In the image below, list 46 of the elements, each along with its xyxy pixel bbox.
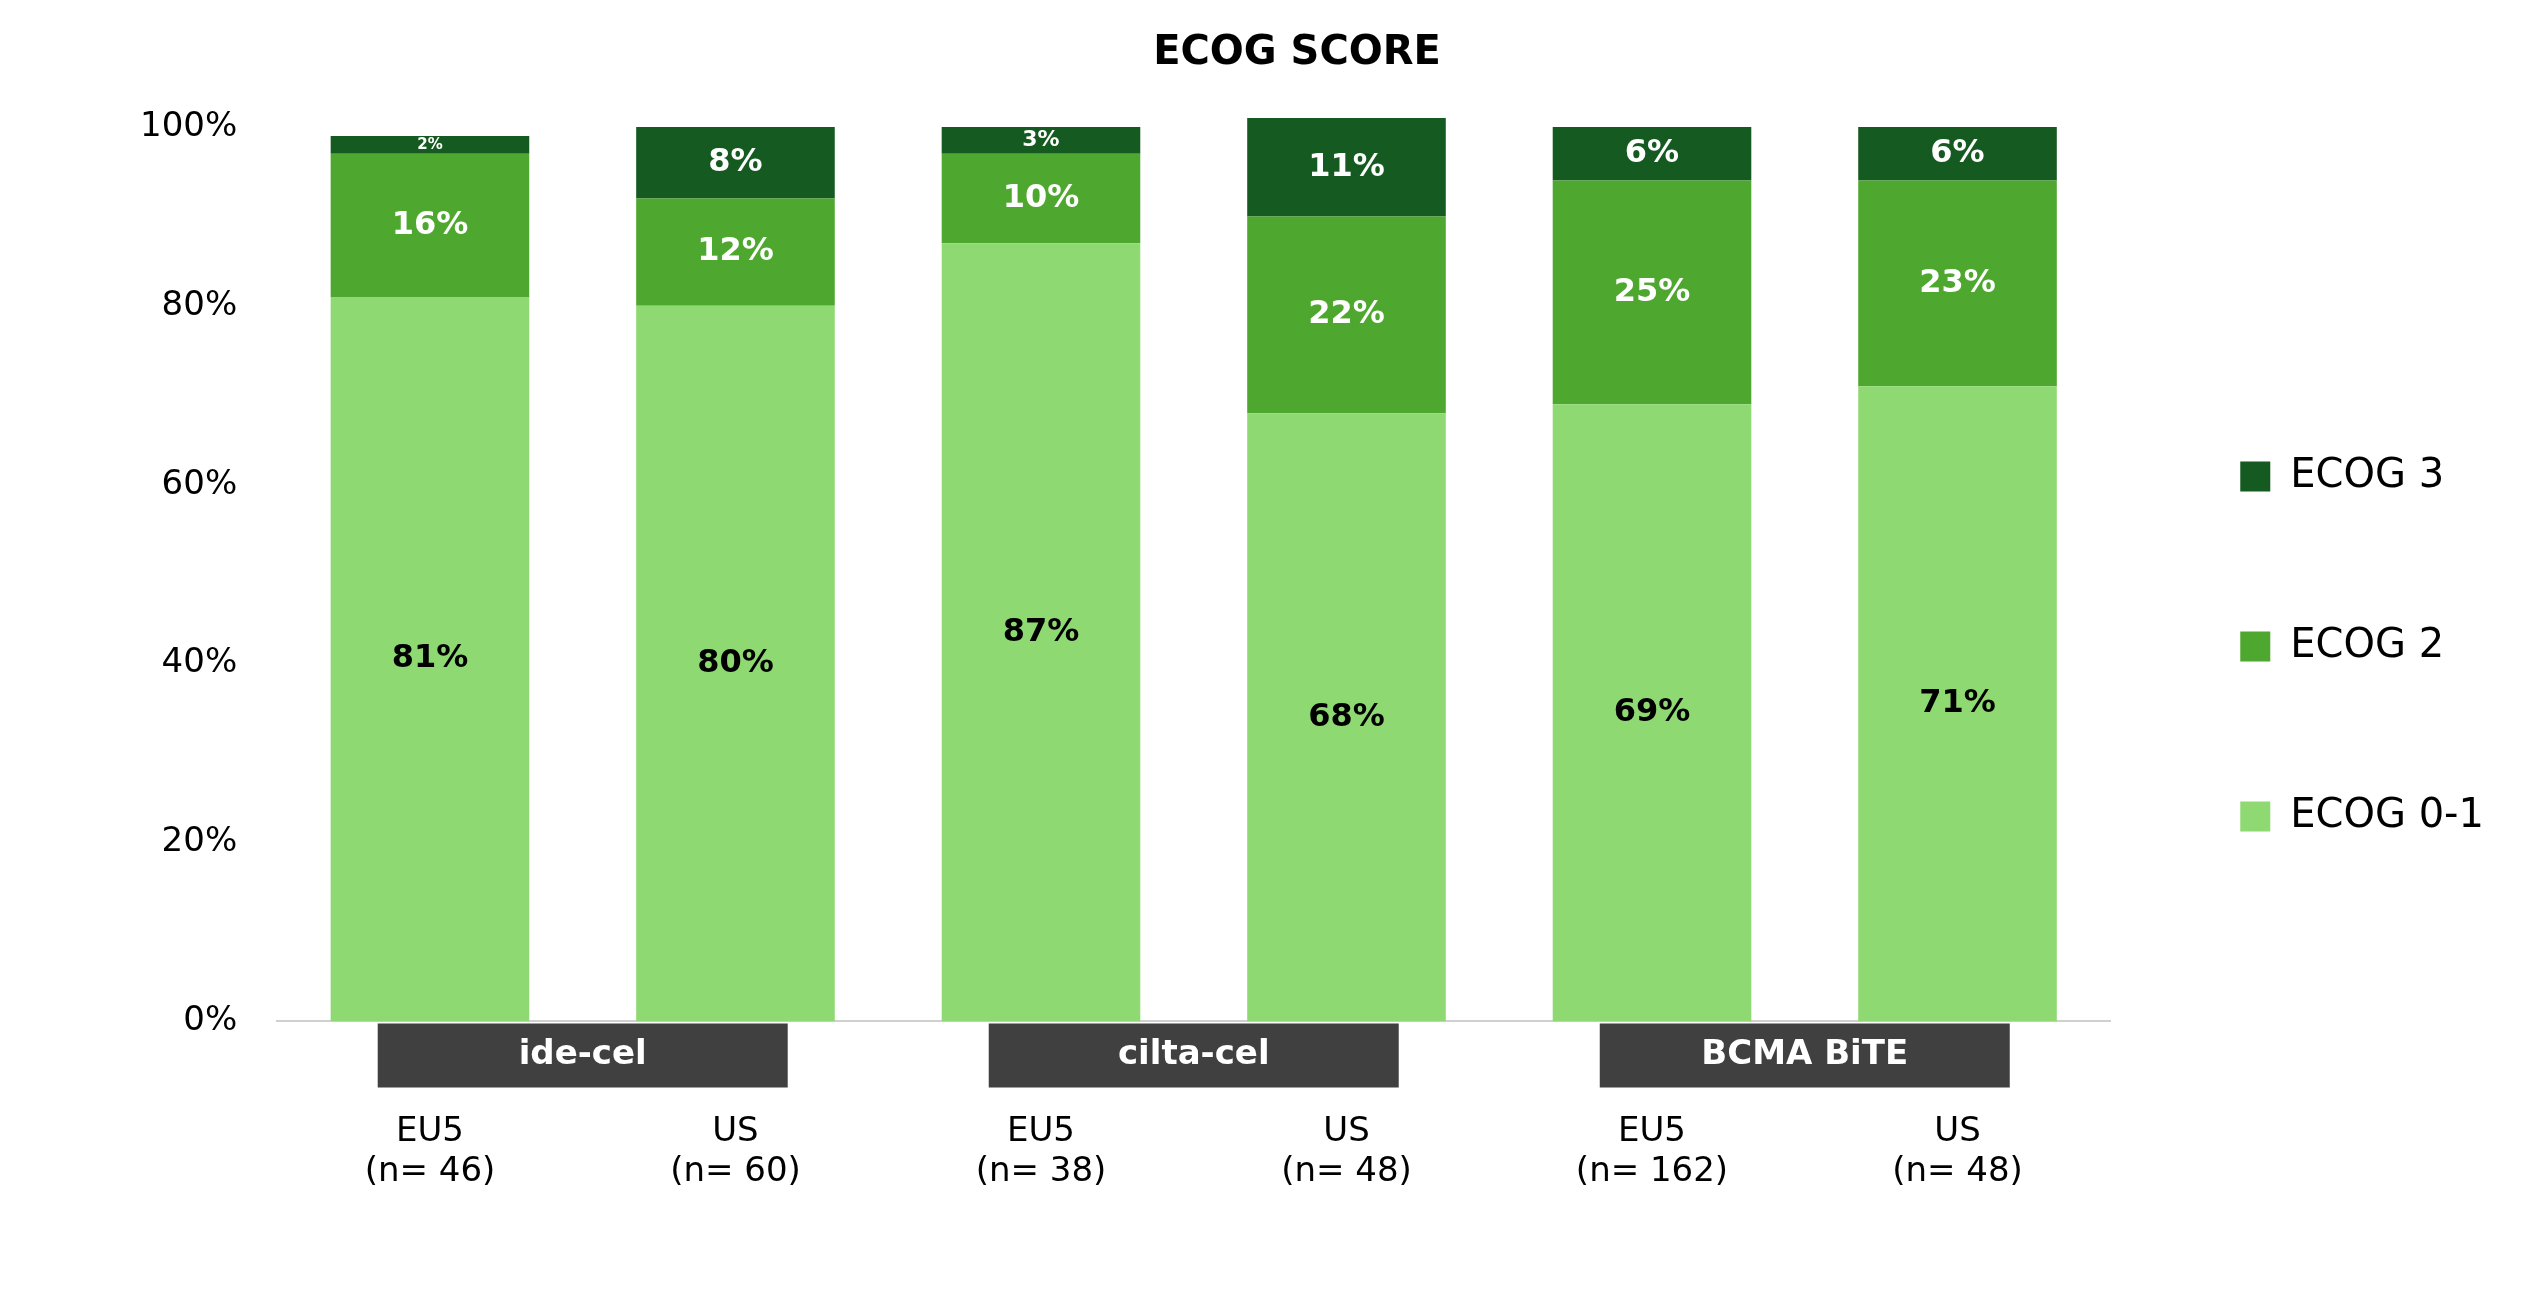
legend-label: ECOG 3 (2290, 449, 2445, 496)
data-label: 69% (1613, 691, 1691, 730)
text: ide-cel (518, 1032, 647, 1073)
y-tick-label: 80% (161, 282, 238, 323)
y-tick-label: 60% (161, 461, 238, 502)
data-label: 25% (1613, 270, 1691, 309)
bar (636, 198, 835, 306)
bar (1247, 216, 1446, 414)
bar (1552, 180, 1752, 405)
data-label: 6% (1624, 132, 1680, 171)
data-label: 3% (1022, 126, 1060, 152)
data-label: 8% (708, 141, 763, 180)
bar (1247, 118, 1446, 217)
bar (636, 126, 835, 199)
x-tick-label: US (n= 48) (1892, 1108, 2023, 1190)
x-tick-label: EU5 (n= 162) (1575, 1108, 1729, 1190)
y-tick-label: 20% (161, 819, 238, 860)
data-label: 11% (1308, 145, 1385, 184)
data-label: 16% (391, 203, 469, 242)
y-tick-label: 0% (183, 998, 238, 1039)
bar (1858, 180, 2057, 387)
data-label: 10% (1002, 176, 1080, 215)
data-label: 2% (417, 134, 443, 153)
bar (330, 135, 530, 154)
text: BCMA BiTE (1701, 1032, 1909, 1073)
y-tick-label: 40% (161, 640, 238, 681)
data-label: 22% (1308, 293, 1385, 332)
x-tick-label: US (n= 48) (1281, 1108, 1412, 1190)
data-label: 87% (1002, 610, 1080, 649)
legend-label: ECOG 2 (2290, 619, 2445, 666)
data-label: 12% (697, 230, 774, 269)
x-tick-label: US (n= 60) (670, 1108, 801, 1190)
y-tick-label: 100% (140, 103, 238, 144)
bar (941, 126, 1141, 154)
legend-label: ECOG 0-1 (2290, 789, 2484, 836)
data-label: 71% (1919, 682, 1996, 721)
chart-title: ECOG SCORE (1153, 27, 1441, 74)
x-tick-label: EU5 (n= 38) (975, 1108, 1107, 1190)
x-tick-label: EU5 (n= 46) (364, 1108, 496, 1190)
data-label: 80% (697, 641, 774, 680)
data-label: 81% (391, 637, 469, 676)
data-label: 23% (1919, 261, 1996, 300)
bar (330, 153, 530, 297)
text: cilta-cel (1117, 1032, 1270, 1073)
data-label: 6% (1930, 132, 1985, 171)
data-label: 68% (1308, 695, 1385, 734)
